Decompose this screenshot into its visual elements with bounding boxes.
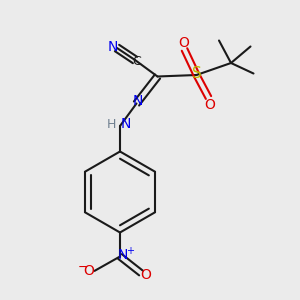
Text: C: C [132,55,141,68]
Text: H: H [107,118,116,131]
Text: O: O [178,36,189,50]
Text: O: O [205,98,215,112]
Text: N: N [118,248,128,262]
Text: O: O [84,264,94,278]
Text: N: N [108,40,118,54]
Text: N: N [133,94,143,108]
Text: N: N [120,117,130,131]
Text: S: S [192,66,201,81]
Text: +: + [126,245,134,256]
Text: O: O [140,268,151,282]
Text: −: − [78,261,88,274]
